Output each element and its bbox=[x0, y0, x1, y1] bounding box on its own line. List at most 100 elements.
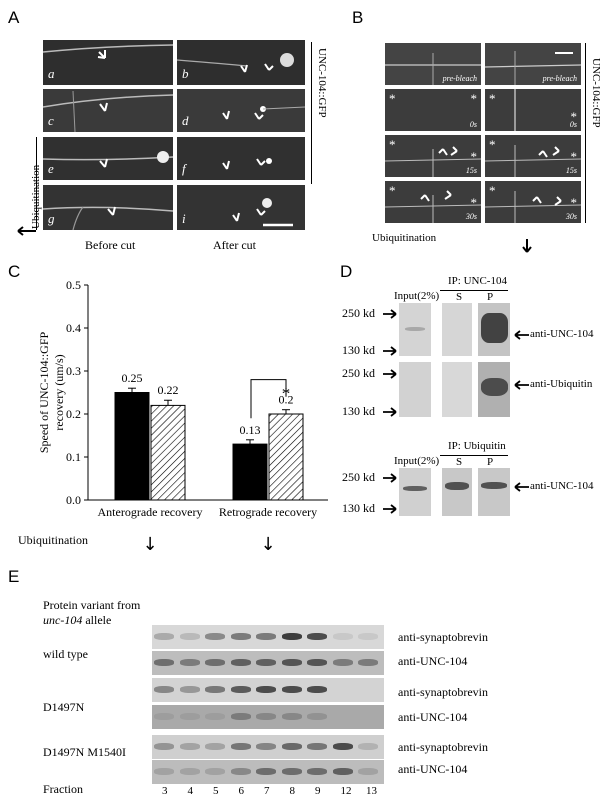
row-label: anti-UNC-104 bbox=[398, 710, 468, 724]
panel-a-letter: A bbox=[8, 8, 20, 27]
blot-p bbox=[478, 303, 510, 356]
arrow-down-icon: ↓ bbox=[142, 534, 157, 550]
fraction-strip bbox=[152, 705, 384, 729]
row-label: anti-UNC-104 bbox=[398, 654, 468, 668]
marker-250: 250 kd bbox=[342, 306, 375, 320]
gel-band bbox=[281, 686, 302, 693]
neuron-arrow-icon bbox=[43, 90, 173, 132]
gel-band bbox=[230, 768, 251, 775]
fraction-strip bbox=[152, 651, 384, 675]
row-label: anti-synaptobrevin bbox=[398, 740, 488, 754]
input-label: Input(2%) bbox=[394, 290, 440, 302]
marker-250: 250 kd bbox=[342, 470, 375, 484]
lane-s: S bbox=[456, 456, 463, 468]
gel-band bbox=[179, 713, 200, 720]
y-tick-label: 0.5 bbox=[66, 278, 81, 292]
gel-band bbox=[281, 768, 302, 775]
bottom-right-label: anti-UNC-104 bbox=[530, 480, 594, 492]
bar bbox=[114, 392, 150, 501]
fraction-number: 3 bbox=[162, 785, 168, 797]
gel-band bbox=[332, 768, 353, 775]
asterisk-icon: * bbox=[570, 109, 578, 124]
fraction-label: Fraction bbox=[43, 782, 83, 796]
sublabel-c: c bbox=[48, 113, 54, 128]
sublabel-d: d bbox=[182, 113, 189, 128]
gel-band bbox=[307, 659, 327, 666]
allele-suffix: allele bbox=[82, 613, 112, 627]
asterisk-icon: * bbox=[489, 137, 496, 152]
gel-band bbox=[179, 633, 200, 640]
y-tick-label: 0.0 bbox=[66, 493, 81, 507]
gel-band bbox=[307, 633, 327, 640]
micrograph-g: g bbox=[43, 185, 173, 230]
fraction-number: 5 bbox=[213, 785, 219, 797]
gel-band bbox=[205, 633, 225, 640]
gel-band bbox=[358, 659, 378, 666]
blot-p bbox=[478, 362, 510, 417]
gel-band bbox=[307, 768, 327, 775]
frap-frame-2: pre-bleach bbox=[485, 43, 581, 85]
asterisk-icon: * bbox=[389, 137, 396, 152]
arrow-right-icon bbox=[383, 346, 397, 356]
panel-a-after-label: After cut bbox=[213, 238, 256, 252]
frame-tag: pre-bleach bbox=[542, 74, 577, 83]
y-tick-label: 0.4 bbox=[66, 321, 81, 335]
asterisk-icon: * bbox=[570, 149, 578, 164]
gel-band bbox=[281, 633, 302, 640]
sublabel-i: i bbox=[182, 211, 186, 226]
frame-tag: pre-bleach bbox=[442, 74, 477, 83]
arrow-right-icon bbox=[383, 473, 397, 483]
asterisk-icon: * bbox=[470, 195, 478, 210]
frame-tag: 0s bbox=[569, 120, 577, 129]
arrow-right-icon bbox=[383, 504, 397, 514]
panel-d-letter: D bbox=[340, 262, 353, 281]
gel-band bbox=[154, 659, 174, 666]
blot-band bbox=[445, 482, 469, 490]
variant-label-double: D1497N M1540I bbox=[43, 745, 126, 759]
asterisk-icon: * bbox=[389, 183, 396, 198]
neuron-arrow-icon bbox=[222, 158, 272, 170]
gel-band bbox=[256, 633, 276, 640]
category-label: Anterograde recovery bbox=[98, 505, 203, 519]
micrograph-d: d bbox=[177, 89, 305, 132]
gel-band bbox=[179, 743, 200, 750]
row-label: anti-synaptobrevin bbox=[398, 685, 488, 699]
micrograph-b: b bbox=[177, 40, 305, 85]
blot-input bbox=[399, 303, 431, 356]
sublabel-e: e bbox=[48, 161, 54, 176]
gel-band bbox=[205, 659, 225, 666]
axon-line-icon bbox=[514, 89, 516, 131]
panel-c-letter: C bbox=[8, 262, 21, 281]
fraction-number: 8 bbox=[289, 785, 296, 797]
variant-label-d1497n: D1497N bbox=[43, 700, 85, 714]
frap-frame-1: pre-bleach bbox=[385, 43, 481, 85]
panel-e-header-line1: Protein variant from bbox=[43, 598, 141, 612]
y-tick-label: 0.1 bbox=[66, 450, 81, 464]
panel-b-letter: B bbox=[352, 8, 364, 27]
gel-band bbox=[205, 686, 225, 693]
input-label: Input(2%) bbox=[394, 455, 440, 467]
frame-tag: 15s bbox=[565, 166, 577, 175]
fraction-number: 4 bbox=[187, 785, 194, 797]
gel-band bbox=[307, 713, 327, 720]
marker-130: 130 kd bbox=[342, 501, 375, 515]
category-label: Retrograde recovery bbox=[219, 505, 317, 519]
marker-130: 130 kd bbox=[342, 404, 375, 418]
gel-band bbox=[230, 713, 251, 720]
gel-band bbox=[154, 743, 174, 750]
gel-band bbox=[205, 768, 225, 775]
neuron-arrow-icon bbox=[232, 198, 293, 227]
lane-p: P bbox=[487, 291, 494, 303]
bar bbox=[232, 443, 268, 501]
axon-line-icon bbox=[485, 51, 581, 85]
neuron-arrow-icon bbox=[43, 206, 173, 230]
fraction-number: 6 bbox=[238, 785, 245, 797]
ip-underline bbox=[440, 455, 508, 456]
arrow-left-icon bbox=[17, 226, 36, 236]
fraction-strip bbox=[152, 760, 384, 784]
panel-b-side-label: UNC-104::GFP bbox=[590, 58, 602, 128]
lane-p: P bbox=[487, 456, 494, 468]
gel-band bbox=[307, 686, 327, 693]
arrow-right-icon bbox=[383, 369, 397, 379]
gel-band bbox=[154, 768, 174, 775]
